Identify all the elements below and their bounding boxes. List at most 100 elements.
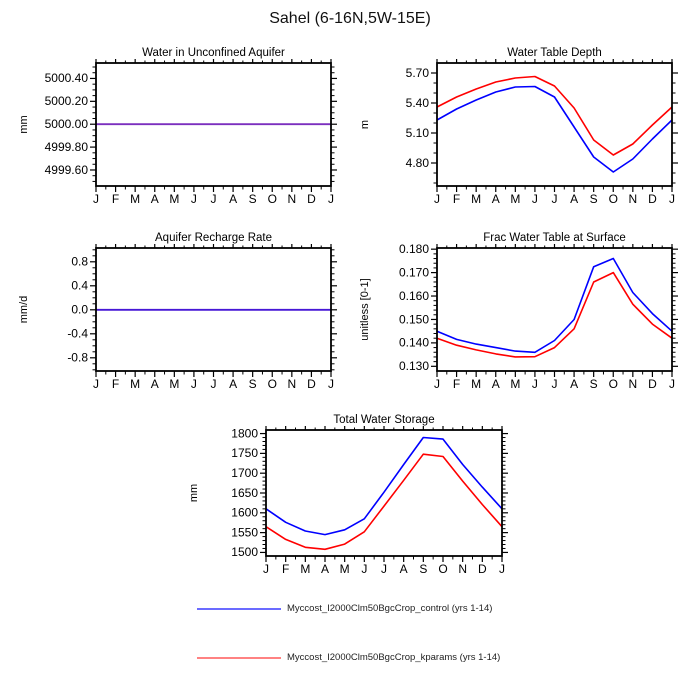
x-tick-label: J — [434, 192, 440, 206]
x-tick-label: A — [570, 192, 578, 206]
x-tick-label: A — [229, 377, 237, 391]
x-tick-label: N — [458, 562, 467, 576]
y-tick-label: 1750 — [231, 446, 258, 460]
y-tick-label: 4999.60 — [45, 163, 89, 177]
x-tick-label: N — [628, 192, 637, 206]
y-tick-label: 1700 — [231, 466, 258, 480]
series-kparams — [436, 271, 673, 358]
y-tick-label: 0.180 — [399, 242, 429, 256]
y-axis-title: mm/d — [18, 296, 30, 324]
x-tick-label: A — [229, 192, 237, 206]
x-tick-label: M — [510, 192, 520, 206]
y-axis-title: mm — [188, 484, 200, 502]
x-tick-label: S — [249, 377, 257, 391]
chart-water-in-unconfined-aquifer: Water in Unconfined Aquifer mm 4999.60 4999… — [15, 40, 355, 212]
y-tick-label: 5000.40 — [45, 71, 89, 85]
x-tick-label: F — [112, 377, 119, 391]
y-tick-label: 1650 — [231, 486, 258, 500]
legend-item-kparams: Myccost_I2000Clm50BgcCrop_kparams (yrs 1… — [197, 652, 500, 663]
x-tick-label: O — [609, 377, 618, 391]
x-tick-label: J — [191, 377, 197, 391]
y-tick-label: 0.140 — [399, 336, 429, 350]
y-tick-label: -0.8 — [67, 351, 88, 365]
y-tick-label: 1550 — [231, 525, 258, 539]
x-tick-label: O — [609, 192, 618, 206]
x-tick-label: J — [552, 192, 558, 206]
y-axis-title: mm — [18, 115, 30, 133]
chart-svg-total-water-storage: Total Water Storage mm 1500 1550 1600 1650 170… — [188, 414, 508, 576]
y-tick-label: 5.70 — [406, 66, 430, 80]
x-tick-label: A — [321, 562, 329, 576]
series-control — [265, 436, 503, 536]
x-tick-label: D — [307, 377, 316, 391]
x-tick-label: A — [570, 377, 578, 391]
x-tick-label: M — [130, 192, 140, 206]
plot-frame — [436, 62, 673, 187]
y-axis-title: unitless [0-1] — [359, 278, 371, 340]
y-tick-label: 0.0 — [71, 303, 88, 317]
x-tick-label: M — [340, 562, 350, 576]
chart-svg-water-in-unconfined-aquifer: Water in Unconfined Aquifer mm 4999.60 4999… — [18, 47, 337, 206]
y-tick-label: 0.150 — [399, 312, 429, 326]
series-control — [436, 257, 673, 354]
legend-line-kparams — [197, 656, 281, 659]
x-tick-label: D — [307, 192, 316, 206]
y-tick-label: -0.4 — [67, 327, 88, 341]
x-tick-label: J — [93, 192, 99, 206]
x-tick-label: D — [648, 192, 657, 206]
x-tick-label: M — [300, 562, 310, 576]
x-tick-label: J — [381, 562, 387, 576]
x-tick-label: S — [419, 562, 427, 576]
x-tick-label: J — [669, 377, 675, 391]
plot-frame — [265, 429, 503, 557]
chart-svg-frac-water-table-at-surface: Frac Water Table at Surface unitless [0-1… — [359, 232, 678, 391]
x-tick-label: J — [328, 192, 334, 206]
y-tick-label: 0.8 — [71, 255, 88, 269]
y-tick-label: 0.170 — [399, 265, 429, 279]
x-tick-label: N — [287, 192, 296, 206]
chart-aquifer-recharge-rate: Aquifer Recharge Rate mm/d -0.8 -0.4 0.0 0.4 0… — [15, 225, 355, 397]
x-tick-label: J — [93, 377, 99, 391]
x-tick-label: J — [532, 377, 538, 391]
y-axis-title: m — [359, 120, 371, 129]
x-tick-label: M — [169, 377, 179, 391]
x-tick-label: M — [510, 377, 520, 391]
chart-water-table-depth: Water Table Depth m 4.80 5.10 5.40 5.70 J F M A M J… — [356, 40, 696, 212]
x-tick-label: D — [648, 377, 657, 391]
y-tick-label: 0.4 — [71, 279, 88, 293]
x-tick-label: A — [492, 192, 500, 206]
x-tick-label: J — [191, 192, 197, 206]
chart-svg-aquifer-recharge-rate: Aquifer Recharge Rate mm/d -0.8 -0.4 0.0 0.4 0… — [18, 232, 337, 391]
x-tick-label: A — [400, 562, 408, 576]
series-kparams — [436, 75, 673, 156]
chart-title: Frac Water Table at Surface — [483, 232, 626, 244]
x-tick-label: O — [268, 192, 277, 206]
chart-title: Water Table Depth — [507, 47, 602, 59]
chart-frac-water-table-at-surface: Frac Water Table at Surface unitless [0-1… — [356, 225, 696, 397]
y-tick-label: 1500 — [231, 545, 258, 559]
x-tick-label: F — [282, 562, 289, 576]
x-tick-label: M — [169, 192, 179, 206]
x-tick-label: J — [434, 377, 440, 391]
x-tick-label: A — [151, 192, 159, 206]
chart-title: Water in Unconfined Aquifer — [142, 47, 285, 59]
y-tick-label: 4999.80 — [45, 140, 89, 154]
x-tick-label: N — [628, 377, 637, 391]
x-tick-label: A — [492, 377, 500, 391]
y-tick-label: 5000.00 — [45, 117, 89, 131]
series-control — [436, 85, 673, 173]
x-tick-label: N — [287, 377, 296, 391]
x-tick-label: A — [151, 377, 159, 391]
x-tick-label: J — [263, 562, 269, 576]
x-tick-label: J — [669, 192, 675, 206]
x-tick-label: J — [499, 562, 505, 576]
y-tick-label: 5000.20 — [45, 94, 89, 108]
x-tick-label: O — [438, 562, 447, 576]
x-tick-label: M — [471, 192, 481, 206]
legend-label-control: Myccost_I2000Clm50BgcCrop_control (yrs 1… — [287, 603, 493, 614]
x-tick-label: F — [453, 377, 460, 391]
series-kparams — [265, 453, 503, 551]
y-tick-label: 0.130 — [399, 359, 429, 373]
x-tick-label: F — [453, 192, 460, 206]
x-tick-label: D — [478, 562, 487, 576]
